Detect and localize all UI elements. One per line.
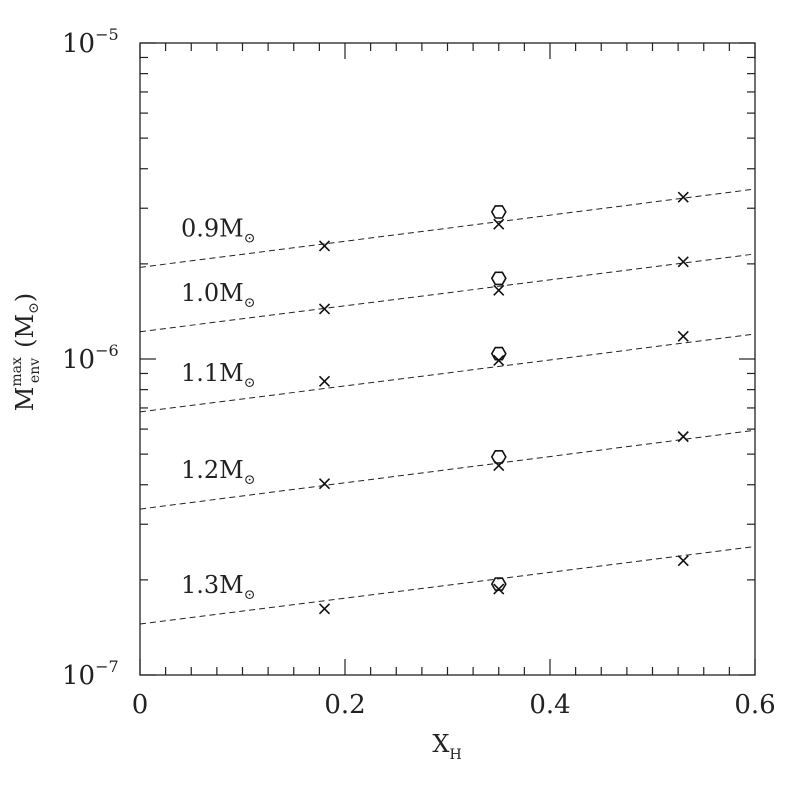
curve-label: 1.0M⊙ [181,279,255,311]
data-markers [318,191,689,615]
cross-marker [318,478,331,490]
cross-marker [493,583,505,595]
hexagon-marker [490,577,507,591]
y-tick-label: 10−7 [62,657,119,691]
fit-line [139,253,756,333]
x-tick-label: 0.4 [529,690,570,720]
hexagon-marker [490,271,507,286]
cross-marker [318,303,331,315]
cross-marker [318,603,331,615]
fit-line [139,429,756,510]
cross-stroke [677,431,689,443]
cross-marker [677,191,689,203]
fit-line [139,333,756,413]
cross-stroke [493,284,505,296]
cross-stroke [318,240,331,252]
x-tick-label: 0 [132,690,149,720]
cross-stroke [318,303,331,315]
cross-stroke [493,218,505,230]
curve-label: 1.2M⊙ [181,456,255,488]
x-tick-label: 0.6 [734,690,775,720]
cross-marker [677,555,689,567]
y-tick-label: 10−6 [62,341,119,375]
hexagon-marker [490,205,507,219]
cross-marker [493,218,505,230]
cross-stroke [677,555,689,567]
fit-lines [139,188,756,625]
x-tick-label: 0.2 [324,690,365,720]
axis-ticks [139,42,756,676]
cross-marker [677,256,689,268]
cross-stroke [318,375,331,387]
cross-stroke [677,330,689,342]
y-axis-title: Mmax env(M⊙) [9,293,43,411]
y-tick-label: 10−5 [62,25,119,59]
cross-stroke [493,583,505,595]
curve-label: 1.3M⊙ [181,571,255,603]
cross-marker [318,240,331,252]
cross-stroke [318,603,331,615]
cross-stroke [677,256,689,268]
fit-line [139,188,756,268]
hexagon-marker [490,346,507,361]
cross-stroke [677,191,689,203]
cross-marker [677,330,689,342]
curve-label: 1.1M⊙ [181,359,255,391]
hexagon-marker [490,449,507,464]
cross-marker [677,431,689,443]
cross-marker [318,375,331,387]
cross-marker [493,284,505,296]
curve-label: 0.9M⊙ [181,214,255,246]
fit-line [139,546,756,625]
curve-labels: 0.9M⊙ 1.0M⊙ 1.1M⊙ 1.2M⊙ 1.3M⊙ [181,214,255,603]
cross-stroke [318,478,331,490]
x-axis-title: XH [432,730,461,763]
